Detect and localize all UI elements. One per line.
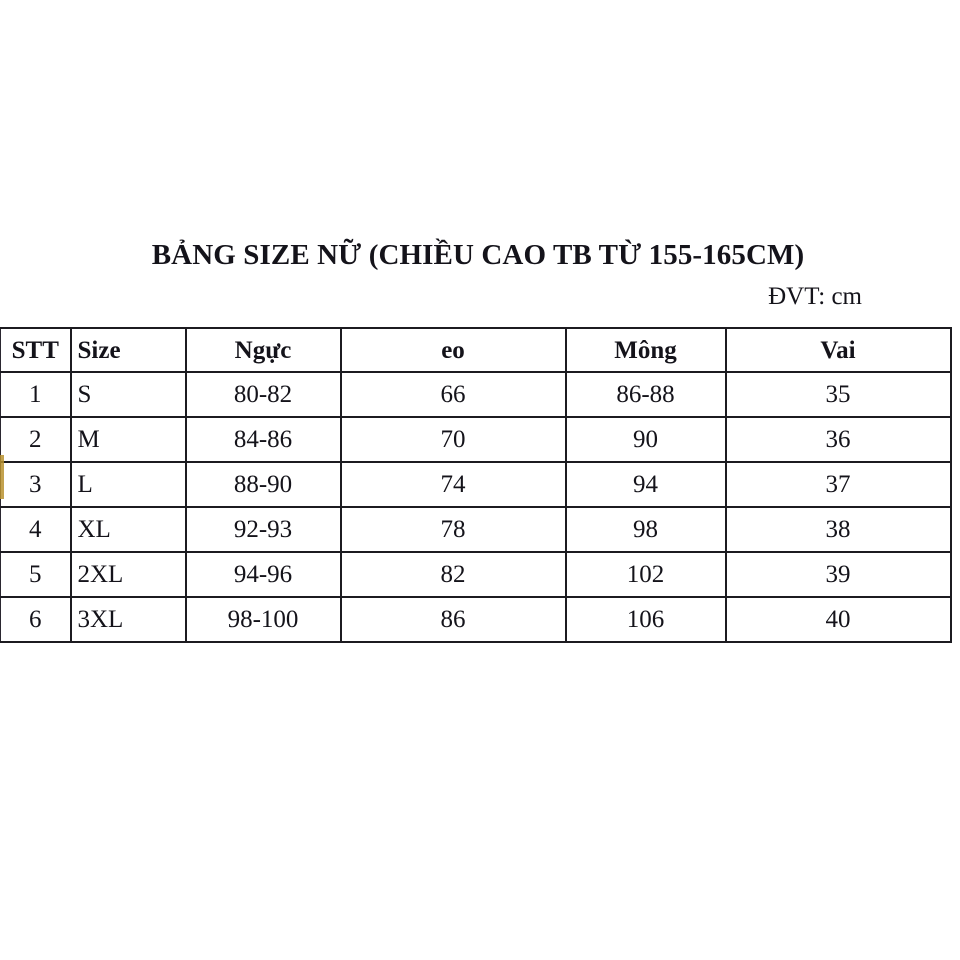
column-header-eo: eo <box>339 327 567 373</box>
cell-size: L <box>69 461 187 508</box>
cell-stt: 2 <box>0 416 72 463</box>
cell-nguc: 84-86 <box>184 416 342 463</box>
column-header-mong: Mông <box>564 327 727 373</box>
cell-stt: 6 <box>0 596 72 643</box>
cell-vai: 35 <box>724 371 952 418</box>
cell-size: 2XL <box>69 551 187 598</box>
cell-size: M <box>69 416 187 463</box>
cell-eo: 70 <box>339 416 567 463</box>
table-row: 4 XL 92-93 78 98 38 <box>0 506 952 553</box>
size-table-container: STT Size Ngực eo Mông Vai 1 S 80-82 66 8… <box>0 327 952 643</box>
cell-size: XL <box>69 506 187 553</box>
cell-size: 3XL <box>69 596 187 643</box>
cell-mong: 90 <box>564 416 727 463</box>
cell-vai: 37 <box>724 461 952 508</box>
column-header-vai: Vai <box>724 327 952 373</box>
cell-nguc: 88-90 <box>184 461 342 508</box>
unit-note: ĐVT: cm <box>768 283 862 310</box>
column-header-size: Size <box>69 327 187 373</box>
title-block: BẢNG SIZE NỮ (CHIỀU CAO TB TỪ 155-165CM)… <box>0 238 950 312</box>
table-row: 3 L 88-90 74 94 37 <box>0 461 952 508</box>
cell-eo: 74 <box>339 461 567 508</box>
cell-nguc: 94-96 <box>184 551 342 598</box>
cell-eo: 82 <box>339 551 567 598</box>
cell-stt: 3 <box>0 461 72 508</box>
cell-mong: 98 <box>564 506 727 553</box>
cell-size: S <box>69 371 187 418</box>
cell-mong: 106 <box>564 596 727 643</box>
cell-nguc: 80-82 <box>184 371 342 418</box>
cell-eo: 86 <box>339 596 567 643</box>
column-header-stt: STT <box>0 327 72 373</box>
cell-eo: 66 <box>339 371 567 418</box>
cell-stt: 5 <box>0 551 72 598</box>
cell-vai: 36 <box>724 416 952 463</box>
cell-mong: 102 <box>564 551 727 598</box>
page-title: BẢNG SIZE NỮ (CHIỀU CAO TB TỪ 155-165CM) <box>151 239 805 271</box>
table-row: 1 S 80-82 66 86-88 35 <box>0 371 952 418</box>
table-row: 6 3XL 98-100 86 106 40 <box>0 596 952 643</box>
cell-mong: 94 <box>564 461 727 508</box>
size-table: STT Size Ngực eo Mông Vai 1 S 80-82 66 8… <box>0 327 952 643</box>
cell-stt: 1 <box>0 371 72 418</box>
cell-nguc: 98-100 <box>184 596 342 643</box>
cell-mong: 86-88 <box>564 371 727 418</box>
scan-edge-artifact <box>0 455 4 499</box>
cell-vai: 40 <box>724 596 952 643</box>
column-header-nguc: Ngực <box>184 327 342 373</box>
cell-vai: 38 <box>724 506 952 553</box>
table-row: 2 M 84-86 70 90 36 <box>0 416 952 463</box>
table-row: 5 2XL 94-96 82 102 39 <box>0 551 952 598</box>
cell-nguc: 92-93 <box>184 506 342 553</box>
table-header-row: STT Size Ngực eo Mông Vai <box>0 327 952 373</box>
cell-vai: 39 <box>724 551 952 598</box>
cell-stt: 4 <box>0 506 72 553</box>
cell-eo: 78 <box>339 506 567 553</box>
